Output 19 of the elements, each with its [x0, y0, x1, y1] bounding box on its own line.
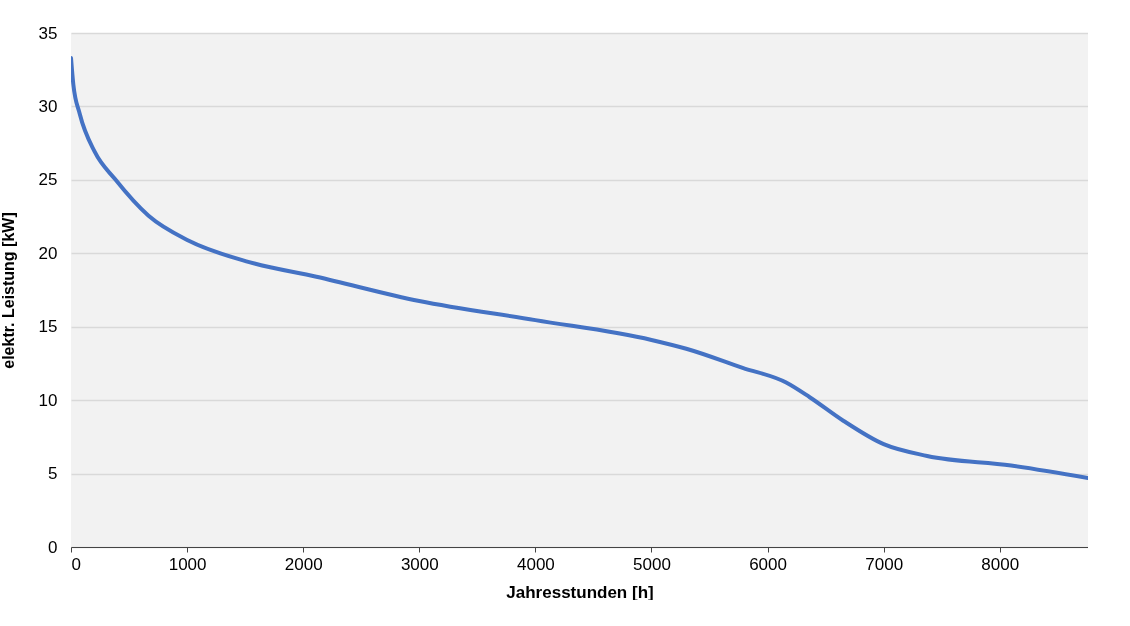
x-tick-label: 1000 — [168, 554, 207, 574]
y-tick-label: 35 — [38, 23, 58, 43]
x-tick-label: 0 — [71, 554, 81, 574]
y-tick-label: 0 — [48, 537, 58, 557]
y-axis-title: elektr. Leistung [kW] — [0, 212, 17, 369]
x-tick-label: 6000 — [749, 554, 787, 574]
x-tick-label: 4000 — [516, 554, 555, 574]
x-tick-label: 8000 — [981, 554, 1020, 574]
x-tick-label: 7000 — [865, 554, 904, 574]
y-tick-label: 20 — [38, 243, 58, 263]
y-tick-label: 10 — [38, 390, 58, 410]
y-tick-label: 25 — [38, 170, 58, 190]
x-tick-label: 2000 — [284, 554, 323, 574]
x-tick-label: 3000 — [400, 554, 439, 574]
y-tick-label: 15 — [38, 317, 58, 337]
x-tick-label: 5000 — [633, 554, 671, 574]
y-tick-label: 30 — [38, 96, 58, 116]
line-series — [71, 55, 1088, 480]
y-tick-label: 5 — [48, 464, 58, 484]
